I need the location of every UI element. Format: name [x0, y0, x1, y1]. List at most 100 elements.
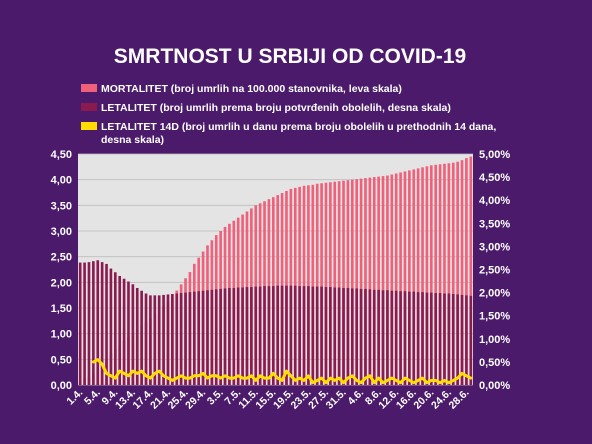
letalitet-bar	[285, 285, 288, 385]
mortalitet-bar	[408, 170, 411, 385]
letalitet-bar	[469, 295, 473, 385]
letalitet-bar	[192, 291, 196, 385]
mortalitet-bar	[465, 158, 468, 385]
letalitet-bar	[131, 284, 135, 385]
mortalitet-bar	[298, 186, 301, 385]
letalitet-bar	[377, 289, 380, 385]
letalitet-bar	[271, 286, 275, 385]
letalitet-bar	[421, 292, 424, 385]
mortalitet-bar	[447, 163, 451, 385]
letalitet-bar	[320, 286, 323, 385]
legend-swatch	[81, 103, 97, 111]
y-right-tick-label: 1,50%	[479, 311, 510, 323]
letalitet-bar	[386, 290, 389, 385]
y-left-tick-label: 0,00	[51, 380, 72, 392]
letalitet-bar	[438, 293, 442, 385]
mortalitet-bar	[359, 178, 363, 385]
y-left-tick-label: 1,00	[51, 329, 72, 341]
y-left-tick-label: 4,50	[51, 149, 72, 161]
letalitet-bar	[223, 288, 227, 385]
legend-label: LETALITET (broj umrlih prema broju potvr…	[101, 102, 451, 114]
letalitet-bar	[127, 281, 130, 385]
legend-swatch	[81, 122, 97, 130]
letalitet-bar	[456, 294, 459, 385]
y-left-tick-label: 2,50	[51, 252, 72, 264]
letalitet-bar	[171, 293, 174, 385]
letalitet-bar	[346, 287, 350, 385]
y-right-tick-label: 0,00%	[479, 380, 510, 392]
letalitet-bar	[416, 292, 420, 385]
letalitet-14d-line	[91, 358, 473, 385]
letalitet-bar	[245, 287, 249, 385]
letalitet-bar	[403, 291, 407, 385]
mortalitet-bar	[315, 183, 319, 385]
mortalitet-bar	[342, 180, 345, 385]
chart-title: SMRTNOST U SRBIJI OD COVID-19	[114, 45, 466, 68]
letalitet-bar	[78, 262, 82, 385]
letalitet-bar	[149, 295, 152, 385]
mortalitet-bar	[350, 179, 354, 385]
mortalitet-bar	[368, 177, 372, 385]
mortalitet-bar	[329, 182, 332, 385]
letalitet-bar	[289, 285, 293, 385]
letalitet-bar	[179, 293, 183, 385]
letalitet-bar	[254, 286, 258, 385]
letalitet-bar	[140, 290, 143, 385]
y-left-tick-label: 3,50	[51, 200, 72, 212]
letalitet-bar	[368, 289, 372, 385]
mortalitet-bar	[333, 181, 337, 385]
letalitet-bar	[153, 295, 157, 385]
y-left-tick-label: 1,50	[51, 303, 72, 315]
mortalitet-bar	[355, 179, 359, 385]
plot-area	[78, 154, 473, 385]
mortalitet-bar	[307, 185, 310, 385]
y-right-tick-label: 1,00%	[479, 334, 510, 346]
y-right-tick-label: 3,00%	[479, 241, 510, 253]
letalitet-bar	[109, 268, 113, 385]
mortalitet-bar	[320, 183, 323, 385]
letalitet-bar	[100, 262, 104, 385]
letalitet-bar	[87, 262, 91, 385]
mortalitet-bar	[438, 164, 442, 385]
letalitet-bar	[381, 290, 385, 385]
letalitet-bar	[280, 285, 284, 385]
y-right-tick-label: 3,50%	[479, 218, 510, 230]
legend-swatch	[81, 84, 97, 92]
mortalitet-bar	[443, 163, 446, 385]
mortalitet-bar	[412, 169, 416, 385]
y-axis-right: 0,00% 0,50% 1,00% 1,50% 2,00% 2,50% 3,00% 3,50%…	[479, 149, 510, 392]
letalitet-bar	[329, 287, 332, 385]
letalitet-bar	[451, 293, 455, 385]
y-left-tick-label: 0,50	[51, 354, 72, 366]
gridlines	[78, 153, 473, 386]
letalitet-bar	[92, 261, 95, 385]
mortalitet-bar	[460, 160, 464, 385]
mortalitet-bar	[451, 162, 455, 385]
letalitet-bar	[113, 272, 117, 385]
y-right-tick-label: 4,50%	[479, 172, 510, 184]
letalitet-bar	[175, 293, 179, 385]
letalitet-bar	[228, 287, 231, 385]
y-right-tick-label: 2,00%	[479, 288, 510, 300]
letalitet-bar	[342, 287, 345, 385]
letalitet-bar	[210, 289, 214, 385]
mortalitet-bar	[456, 161, 459, 385]
letalitet-bar	[267, 286, 271, 385]
letalitet-bar	[135, 287, 139, 385]
letalitet-bar	[236, 287, 240, 385]
mortalitet-bar	[421, 167, 424, 385]
mortalitet-bar	[372, 177, 376, 385]
legend-label: LETALITET 14D (broj umrlih u danu prema …	[101, 121, 496, 146]
letalitet-bar	[364, 288, 367, 385]
letalitet-bar	[241, 287, 244, 385]
letalitet-bar	[324, 287, 328, 385]
legend: MORTALITET (broj umrlih na 100.000 stano…	[81, 83, 496, 146]
letalitet-bar	[250, 287, 253, 385]
letalitet-bar	[333, 287, 337, 385]
letalitet-bar	[258, 286, 262, 385]
letalitet-bar	[408, 291, 411, 385]
y-right-tick-label: 5,00%	[479, 149, 510, 161]
letalitet-bar	[302, 286, 306, 385]
mortalitet-bar	[337, 181, 341, 385]
